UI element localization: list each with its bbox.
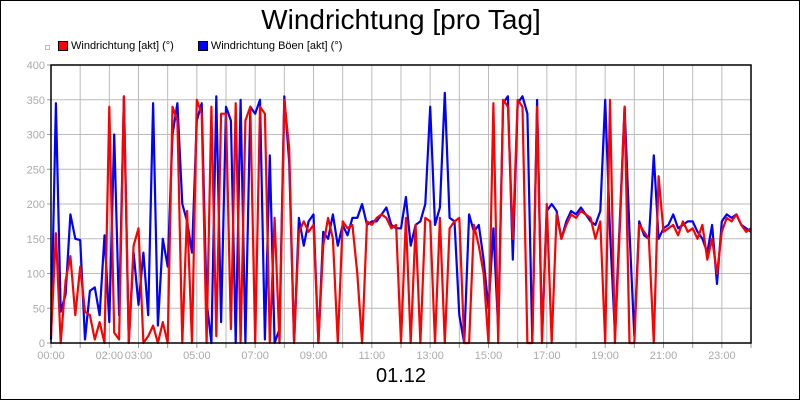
plot-border	[50, 64, 752, 344]
x-tick-label: 07:00	[241, 350, 269, 362]
x-tick-label: 00:00	[37, 350, 65, 362]
x-tick-label: 19:00	[591, 350, 619, 362]
x-tick-label: 15:00	[475, 350, 503, 362]
y-tick-label: 300	[27, 130, 45, 142]
x-axis-date-label: 01.12	[375, 365, 427, 387]
legend-label: Windrichtung Böen [akt] (°)	[210, 40, 343, 52]
y-tick-label: 0	[39, 338, 45, 350]
y-tick-label: 200	[27, 199, 45, 211]
y-tick-label: 150	[27, 234, 45, 246]
x-tick-label: 05:00	[183, 350, 211, 362]
legend: Windrichtung [akt] (°) Windrichtung Böen…	[45, 39, 366, 53]
y-tick-label: 50	[33, 303, 45, 315]
legend-label: Windrichtung [akt] (°)	[71, 40, 174, 52]
x-tick-label: 03:00	[125, 350, 153, 362]
legend-item-windrichtung: Windrichtung [akt] (°)	[58, 40, 174, 52]
y-tick-label: 100	[27, 269, 45, 281]
red-swatch-icon	[58, 41, 68, 51]
x-tick-label: 21:00	[650, 350, 678, 362]
x-tick-label: 23:00	[708, 350, 736, 362]
axes: 0 50 100 150 200 250 300 350 400 00:00 02:00 03:00 0…	[27, 60, 752, 362]
legend-item-windrichtung-boeen: Windrichtung Böen [akt] (°)	[197, 40, 343, 52]
x-tick-label: 11:00	[358, 350, 385, 362]
y-tick-label: 350	[27, 95, 45, 107]
blue-swatch-icon	[197, 41, 208, 51]
x-tick-label: 13:00	[416, 350, 444, 362]
x-tick-label: 17:00	[533, 350, 561, 362]
x-tick-label: 02:00	[96, 350, 124, 362]
chart-title: Windrichtung [pro Tag]	[261, 4, 541, 35]
x-tick-label: 09:00	[300, 350, 328, 362]
y-tick-label: 400	[27, 60, 45, 72]
legend-marker-icon	[45, 44, 50, 50]
y-tick-label: 250	[27, 164, 45, 176]
